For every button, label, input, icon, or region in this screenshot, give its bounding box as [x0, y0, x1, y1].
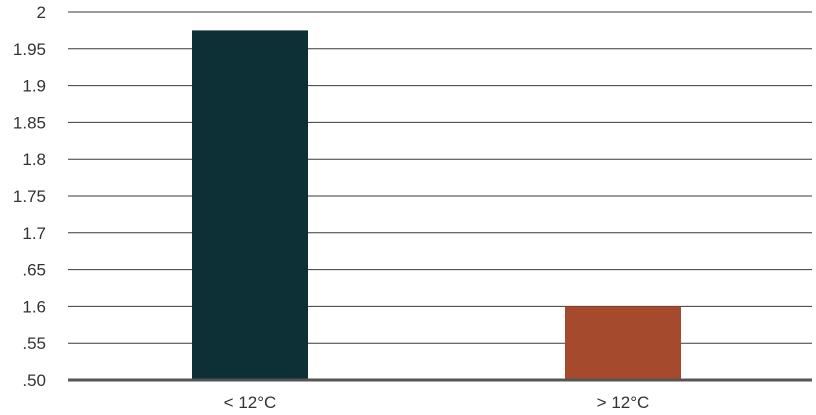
- x-axis-ticks: < 12°C > 12°C: [224, 393, 650, 412]
- y-tick-label: 1.6: [22, 297, 46, 316]
- bars: [192, 30, 681, 381]
- y-tick-label: .50: [22, 371, 46, 390]
- y-tick-label: 1.8: [22, 150, 46, 169]
- bar: [565, 306, 681, 380]
- x-tick-label: > 12°C: [597, 393, 650, 412]
- gridlines: [68, 11, 812, 344]
- y-tick-label: 1.95: [13, 40, 46, 59]
- bar: [192, 30, 308, 381]
- y-tick-label: 2: [37, 3, 46, 22]
- y-tick-label: 1.75: [13, 187, 46, 206]
- y-tick-label: 1.85: [13, 113, 46, 132]
- y-axis-ticks: .50 .55 1.6 .65 1.7 1.75 1.8 1.85 1.9 1.95 2: [13, 3, 46, 390]
- y-tick-label: 1.9: [22, 77, 46, 96]
- y-tick-label: 1.7: [22, 224, 46, 243]
- x-tick-label: < 12°C: [224, 393, 277, 412]
- y-tick-label: .65: [22, 261, 46, 280]
- y-tick-label: .55: [22, 334, 46, 353]
